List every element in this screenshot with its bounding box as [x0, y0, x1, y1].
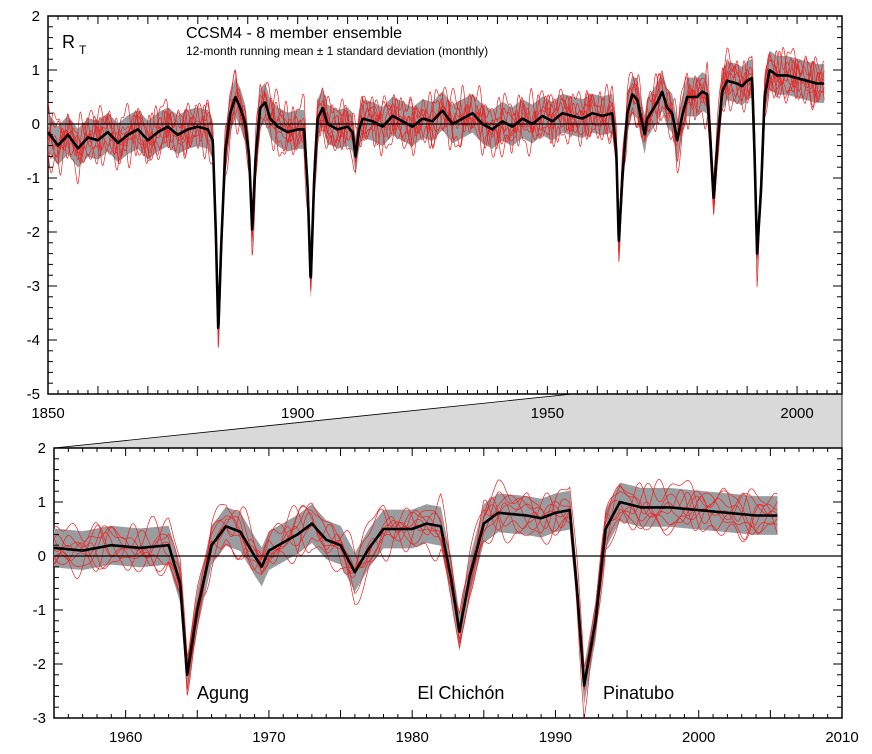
y-tick-label: 1	[32, 62, 40, 79]
y-tick-label: -2	[27, 224, 40, 241]
ensemble-member-line	[53, 479, 778, 681]
bottom-ensemble-mean	[53, 500, 779, 687]
top-y-axis: 2 1 0 -1 -2 -3 -4 -5	[27, 8, 842, 403]
x-tick-label: 1850	[31, 405, 64, 422]
eruption-label: Agung	[197, 683, 249, 703]
ensemble-member-line	[53, 490, 778, 681]
panel-label-sub: T	[79, 43, 87, 57]
top-panel: 2 1 0 -1 -2 -3 -4 -5 1850 1900 1950 2000 R T CCSM4…	[27, 8, 843, 422]
x-tick-label: 2000	[780, 405, 813, 422]
x-tick-label: 1970	[252, 729, 285, 746]
top-plot-frame	[47, 15, 843, 395]
panel-label-main: R	[62, 32, 75, 52]
zoom-connector	[53, 393, 843, 449]
bottom-plot-frame	[53, 447, 843, 719]
y-tick-label: -3	[33, 710, 46, 727]
x-tick-label: 2010	[825, 729, 858, 746]
x-tick-label: 1960	[109, 729, 142, 746]
chart-title: CCSM4 - 8 member ensemble	[186, 25, 402, 42]
top-ensemble-mean	[46, 68, 826, 330]
std-band-area	[54, 482, 778, 705]
ensemble-member-line	[47, 59, 825, 333]
bottom-member-lines	[53, 479, 778, 720]
ensemble-member-line	[47, 50, 825, 309]
y-tick-label: -1	[33, 602, 46, 619]
y-tick-label: -1	[27, 170, 40, 187]
y-tick-label: 2	[32, 8, 40, 25]
ensemble-mean-line	[53, 500, 779, 687]
bottom-panel: 2 1 0 -1 -2 -3 1960 1970 1980 1990 2000 2010 Agung…	[33, 440, 859, 746]
y-tick-label: 1	[38, 494, 46, 511]
y-tick-label: -2	[33, 656, 46, 673]
eruption-label: Pinatubo	[603, 683, 674, 703]
eruption-label: El Chichón	[417, 683, 504, 703]
y-tick-label: 0	[38, 548, 46, 565]
y-tick-label: 0	[32, 116, 40, 133]
bottom-x-axis: 1960 1970 1980 1990 2000 2010	[53, 448, 859, 746]
x-tick-label: 1980	[395, 729, 428, 746]
y-tick-label: 2	[38, 440, 46, 457]
y-tick-label: -3	[27, 278, 40, 295]
ensemble-member-line	[47, 46, 825, 335]
bottom-y-axis: 2 1 0 -1 -2 -3	[33, 440, 842, 727]
top-x-axis: 1850 1900 1950 2000	[31, 16, 838, 422]
x-tick-label: 1900	[281, 405, 314, 422]
ensemble-member-line	[53, 482, 778, 720]
ensemble-member-line	[47, 48, 825, 334]
x-tick-label: 1950	[531, 405, 564, 422]
ensemble-mean-line	[46, 68, 826, 330]
eruption-annotations: Agung El Chichón Pinatubo	[197, 683, 674, 703]
ensemble-member-line	[53, 480, 778, 682]
y-tick-label: -4	[27, 332, 40, 349]
chart-subtitle: 12-month running mean ± 1 standard devia…	[186, 44, 488, 58]
bottom-std-band	[54, 482, 778, 705]
x-tick-label: 1990	[539, 729, 572, 746]
y-tick-label: -5	[27, 386, 40, 403]
ensemble-member-line	[53, 484, 778, 689]
x-tick-label: 2000	[682, 729, 715, 746]
